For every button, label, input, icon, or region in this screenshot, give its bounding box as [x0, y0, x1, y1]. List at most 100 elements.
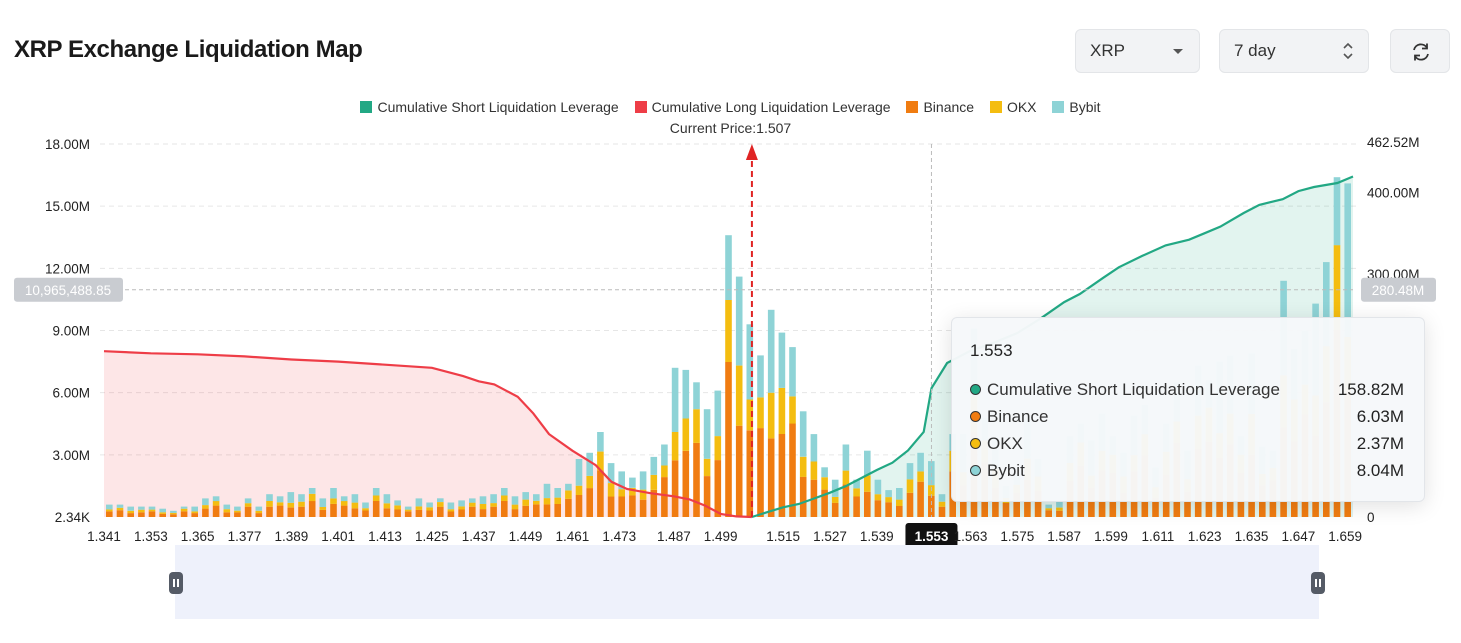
- bar-binance: [757, 428, 764, 517]
- bar-bybit: [810, 434, 818, 462]
- y-right-tick-label: 462.52M: [1367, 135, 1420, 150]
- zoom-handle-left[interactable]: [169, 572, 183, 594]
- legend-long-cumulative[interactable]: Cumulative Long Liquidation Leverage: [634, 99, 891, 115]
- bar-binance: [340, 505, 348, 517]
- bar-binance: [447, 511, 455, 517]
- bar-bybit: [1344, 183, 1351, 337]
- bar-bybit: [223, 504, 231, 510]
- bar-okx: [874, 494, 882, 501]
- bar-bybit: [864, 450, 871, 476]
- x-tick-label: 1.575: [1000, 529, 1034, 544]
- bar-binance: [874, 500, 882, 517]
- x-tick-label: 1.389: [274, 529, 308, 544]
- bar-okx: [180, 508, 188, 512]
- legend-swatch: [1052, 101, 1065, 113]
- bar-binance: [127, 513, 134, 517]
- y-left-tick-label: 9.00M: [52, 324, 90, 339]
- bar-okx: [607, 483, 615, 497]
- bar-okx: [223, 509, 231, 513]
- bar-okx: [362, 508, 369, 511]
- legend-label: Bybit: [1069, 99, 1101, 115]
- tooltip-row-label: Bybit: [987, 461, 1025, 480]
- x-tick-label: 1.437: [462, 529, 496, 544]
- bar-binance: [778, 434, 786, 517]
- bar-okx: [340, 501, 348, 506]
- bar-binance: [180, 511, 188, 517]
- bar-okx: [1333, 245, 1341, 331]
- bar-binance: [479, 509, 487, 517]
- x-tick-label: 1.461: [555, 529, 589, 544]
- arrow-up-icon: [745, 144, 758, 160]
- bar-bybit: [789, 347, 796, 397]
- bar-okx: [896, 499, 903, 506]
- bar-binance: [501, 501, 508, 517]
- bar-binance: [992, 487, 999, 517]
- legend-binance[interactable]: Binance: [906, 99, 974, 115]
- bar-binance: [821, 489, 828, 517]
- legend-label: Binance: [923, 99, 975, 115]
- bar-binance: [565, 498, 572, 517]
- bar-bybit: [372, 488, 380, 496]
- bar-okx: [543, 498, 551, 505]
- bar-binance: [864, 491, 871, 517]
- bar-okx: [575, 485, 583, 495]
- bar-bybit: [671, 367, 679, 432]
- bar-binance: [202, 508, 209, 517]
- bar-binance: [490, 506, 497, 517]
- zoom-handle-right[interactable]: [1311, 572, 1325, 594]
- legend-short-cumulative[interactable]: Cumulative Short Liquidation Leverage: [360, 99, 619, 115]
- bar-bybit: [554, 488, 561, 498]
- bar-binance: [639, 499, 647, 517]
- bar-bybit: [575, 459, 583, 486]
- legend-label: Cumulative Long Liquidation Leverage: [651, 99, 891, 115]
- bar-okx: [778, 387, 786, 434]
- bar-okx: [501, 495, 508, 501]
- x-tick-label: 1.449: [509, 529, 543, 544]
- bar-binance: [917, 481, 924, 517]
- bar-okx: [864, 475, 871, 492]
- refresh-button[interactable]: [1390, 29, 1450, 73]
- bar-binance: [1152, 498, 1159, 517]
- bar-okx: [458, 506, 465, 510]
- bar-bybit: [479, 496, 487, 504]
- legend-swatch: [906, 101, 919, 113]
- bar-okx: [629, 487, 636, 496]
- bar-okx: [106, 509, 113, 512]
- bar-bybit: [244, 498, 252, 504]
- bar-binance: [607, 496, 615, 517]
- tooltip-row-value: 8.04M: [1356, 461, 1404, 480]
- bar-binance: [223, 512, 231, 517]
- bar-binance: [138, 512, 145, 517]
- bar-bybit: [703, 409, 711, 459]
- bar-okx: [639, 489, 647, 500]
- bar-bybit: [308, 488, 316, 494]
- x-tick-label: 1.473: [602, 529, 636, 544]
- legend-bybit[interactable]: Bybit: [1052, 99, 1101, 115]
- caret-down-icon: [1173, 49, 1183, 54]
- x-tick-label: 1.515: [766, 529, 800, 544]
- x-tick-label: 1.635: [1235, 529, 1269, 544]
- legend-okx[interactable]: OKX: [989, 99, 1037, 115]
- bar-binance: [148, 511, 156, 517]
- bar-okx: [821, 477, 828, 490]
- bar-okx: [810, 461, 818, 480]
- bar-bybit: [607, 463, 615, 483]
- bar-okx: [565, 490, 572, 499]
- x-tick-label: 1.611: [1141, 529, 1174, 544]
- bar-bybit: [170, 510, 177, 513]
- bar-okx: [703, 458, 711, 476]
- tooltip-title: 1.553: [970, 341, 1013, 360]
- range-select[interactable]: 7 day: [1219, 29, 1369, 73]
- bar-bybit: [629, 477, 636, 488]
- bar-okx: [853, 488, 860, 497]
- bar-okx: [266, 501, 273, 507]
- bar-okx: [298, 501, 305, 507]
- y-left-tick-label: 12.00M: [45, 261, 90, 276]
- zoom-slider-track[interactable]: [175, 545, 1319, 619]
- bar-bybit: [693, 382, 700, 410]
- chart-tooltip: 1.553 Cumulative Short Liquidation Lever…: [951, 317, 1425, 502]
- bar-bybit: [522, 492, 529, 500]
- chevron-up-down-icon: [1343, 42, 1353, 60]
- bar-bybit: [255, 506, 263, 511]
- asset-select[interactable]: XRP: [1075, 29, 1200, 73]
